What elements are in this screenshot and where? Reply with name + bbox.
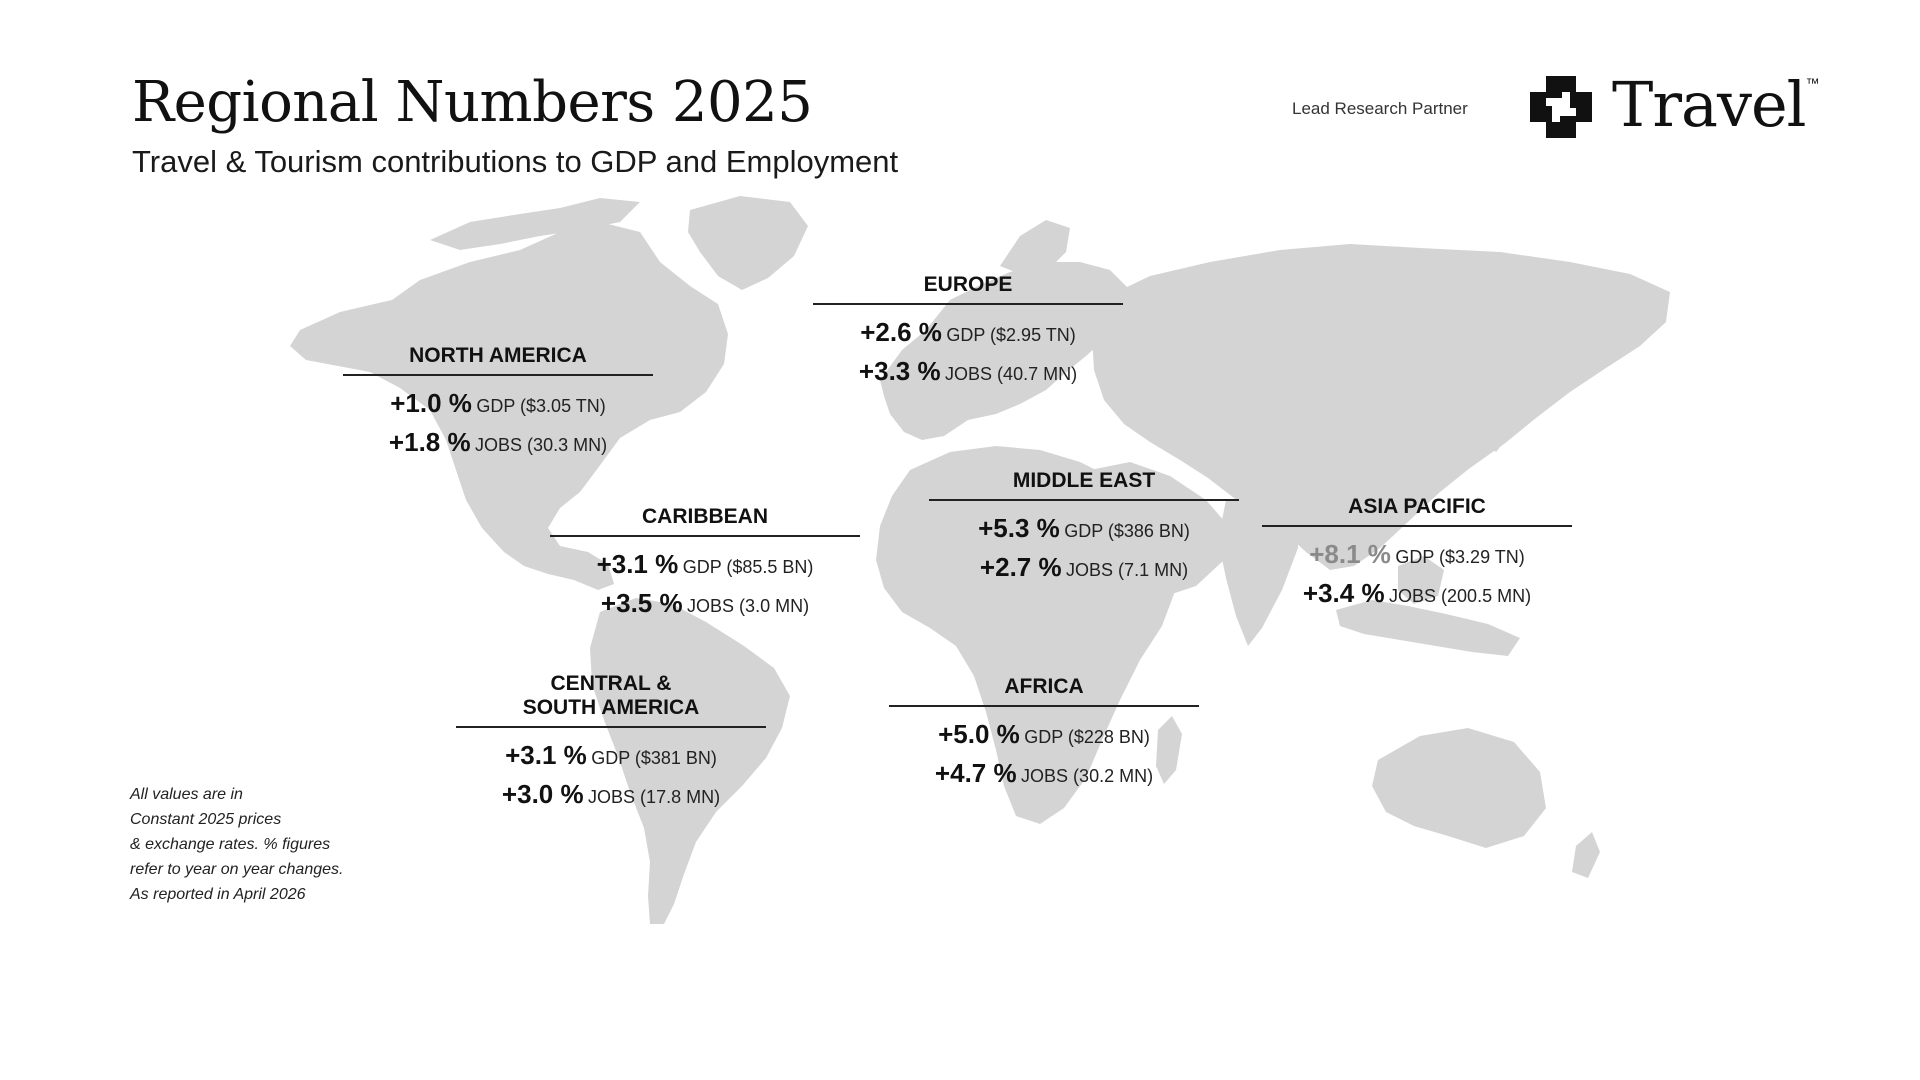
gdp-change: +5.3 % <box>978 513 1060 544</box>
landmass-south-america <box>590 598 790 924</box>
jobs-value: JOBS (30.3 MN) <box>475 435 608 456</box>
jobs-stat: +4.7 % JOBS (30.2 MN) <box>889 754 1199 793</box>
gdp-value: GDP ($2.95 TN) <box>946 325 1076 346</box>
jobs-change: +3.0 % <box>501 779 584 810</box>
jobs-change: +2.7 % <box>979 552 1062 583</box>
gdp-value: GDP ($386 BN) <box>1064 521 1190 542</box>
region-asia-pacific: ASIA PACIFIC +8.1 % GDP ($3.29 TN) +3.4 … <box>1262 495 1572 613</box>
landmass-new-zealand <box>1572 832 1600 878</box>
page-title: Regional Numbers 2025 <box>132 70 813 135</box>
landmass-australia <box>1372 728 1546 848</box>
gdp-change: +1.0 % <box>390 388 472 419</box>
jobs-value: JOBS (17.8 MN) <box>588 787 721 808</box>
jobs-stat: +3.3 % JOBS (40.7 MN) <box>813 352 1123 391</box>
gdp-stat: +2.6 % GDP ($2.95 TN) <box>813 313 1123 352</box>
jobs-stat: +3.4 % JOBS (200.5 MN) <box>1262 574 1572 613</box>
landmass-india <box>1218 496 1298 646</box>
region-name: MIDDLE EAST <box>929 469 1239 502</box>
partner-label: Lead Research Partner <box>1292 99 1468 118</box>
jobs-stat: +2.7 % JOBS (7.1 MN) <box>929 548 1239 587</box>
region-name: CARIBBEAN <box>550 505 860 538</box>
region-name: NORTH AMERICA <box>343 344 653 377</box>
gdp-stat: +1.0 % GDP ($3.05 TN) <box>343 384 653 423</box>
gdp-change: +3.1 % <box>596 549 679 580</box>
gdp-change: +8.1 % <box>1309 539 1391 570</box>
landmass-scandinavia <box>1000 220 1070 278</box>
footnote-line: All values are in <box>130 786 243 803</box>
gdp-change: +2.6 % <box>860 317 942 348</box>
jobs-value: JOBS (7.1 MN) <box>1066 560 1189 581</box>
jobs-value: JOBS (3.0 MN) <box>687 596 810 617</box>
gdp-value: GDP ($3.29 TN) <box>1395 547 1525 568</box>
landmass-uk <box>946 312 974 352</box>
jobs-change: +3.3 % <box>858 356 941 387</box>
jobs-value: JOBS (200.5 MN) <box>1389 586 1532 607</box>
region-name: AFRICA <box>889 675 1199 708</box>
footnote: All values are in Constant 2025 prices &… <box>130 782 400 907</box>
gdp-stat: +8.1 % GDP ($3.29 TN) <box>1262 535 1572 574</box>
jobs-stat: +1.8 % JOBS (30.3 MN) <box>343 423 653 462</box>
landmass-asia <box>1092 244 1670 570</box>
region-name: ASIA PACIFIC <box>1262 495 1572 528</box>
jobs-stat: +3.0 % JOBS (17.8 MN) <box>456 775 766 814</box>
gdp-stat: +5.0 % GDP ($228 BN) <box>889 715 1199 754</box>
landmass-southeast-asia <box>1336 600 1520 656</box>
footnote-line: Constant 2025 prices <box>130 811 282 828</box>
landmass-madagascar <box>1156 716 1182 784</box>
landmass-arctic-islands <box>430 198 640 250</box>
gdp-value: GDP ($3.05 TN) <box>476 396 606 417</box>
region-caribbean: CARIBBEAN +3.1 % GDP ($85.5 BN) +3.5 % J… <box>550 505 860 623</box>
jobs-stat: +3.5 % JOBS (3.0 MN) <box>550 584 860 623</box>
gdp-stat: +3.1 % GDP ($85.5 BN) <box>550 545 860 584</box>
footnote-line: refer to year on year changes. <box>130 861 344 878</box>
gdp-value: GDP ($381 BN) <box>591 748 717 769</box>
region-europe: EUROPE +2.6 % GDP ($2.95 TN) +3.3 % JOBS… <box>813 273 1123 391</box>
region-north-america: NORTH AMERICA +1.0 % GDP ($3.05 TN) +1.8… <box>343 344 653 462</box>
jobs-change: +3.4 % <box>1302 578 1385 609</box>
footnote-line: As reported in April 2026 <box>130 886 306 903</box>
landmass-europe <box>880 262 1130 440</box>
gdp-stat: +3.1 % GDP ($381 BN) <box>456 736 766 775</box>
jobs-change: +4.7 % <box>934 758 1017 789</box>
partner-logo-text: Travel™ <box>1612 68 1820 141</box>
jobs-change: +3.5 % <box>600 588 683 619</box>
partner-logo-icon <box>1530 76 1592 138</box>
landmass-africa <box>876 446 1174 824</box>
landmass-borneo <box>1398 556 1444 604</box>
jobs-change: +1.8 % <box>388 427 471 458</box>
gdp-value: GDP ($85.5 BN) <box>682 557 814 578</box>
region-africa: AFRICA +5.0 % GDP ($228 BN) +4.7 % JOBS … <box>889 675 1199 793</box>
gdp-change: +5.0 % <box>938 719 1020 750</box>
gdp-stat: +5.3 % GDP ($386 BN) <box>929 509 1239 548</box>
landmass-arabia <box>1090 462 1232 596</box>
footnote-line: & exchange rates. % figures <box>130 836 331 853</box>
region-central-south-america: CENTRAL & SOUTH AMERICA +3.1 % GDP ($381 … <box>456 672 766 814</box>
landmass-japan <box>1484 386 1518 452</box>
jobs-value: JOBS (40.7 MN) <box>945 364 1078 385</box>
gdp-value: GDP ($228 BN) <box>1024 727 1150 748</box>
page-subtitle: Travel & Tourism contributions to GDP an… <box>132 144 899 179</box>
region-name: EUROPE <box>813 273 1123 306</box>
region-name: CENTRAL & SOUTH AMERICA <box>456 672 766 729</box>
gdp-change: +3.1 % <box>505 740 587 771</box>
landmass-north-america <box>290 222 728 590</box>
region-middle-east: MIDDLE EAST +5.3 % GDP ($386 BN) +2.7 % … <box>929 469 1239 587</box>
jobs-value: JOBS (30.2 MN) <box>1021 766 1154 787</box>
landmass-greenland <box>688 196 808 290</box>
